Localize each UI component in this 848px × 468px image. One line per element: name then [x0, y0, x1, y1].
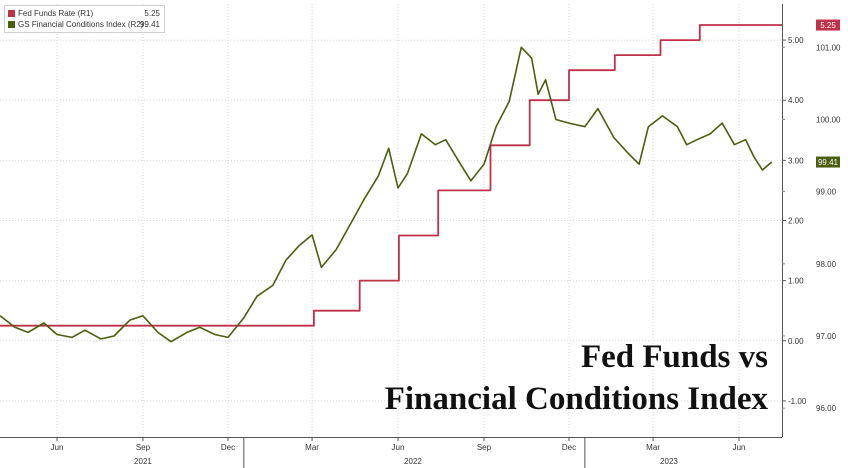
- series-layer: [0, 24, 782, 343]
- year-label-0: 2021: [134, 457, 152, 466]
- x-tick-label-8: Jun: [733, 443, 746, 452]
- legend-value-gs-fci: 99.41: [139, 20, 160, 29]
- grid: [0, 4, 782, 437]
- series-line-gs-fci: [0, 46, 773, 343]
- x-tick-label-2: Dec: [221, 443, 235, 452]
- chart-title-line-2: Financial Conditions Index: [384, 381, 768, 417]
- year-label-1: 2022: [404, 457, 422, 466]
- legend-label-fed-funds: Fed Funds Rate (R1): [18, 9, 94, 18]
- r2-tick-label-5: 101.00: [816, 43, 841, 52]
- r2-tick-label-3: 99.00: [816, 188, 837, 197]
- r1-tick-label-6: 5.00: [788, 36, 804, 45]
- r1-tick-label-3: 2.00: [788, 217, 804, 226]
- legend-entry-gs-fci: GS Financial Conditions Index (R2) 99.41: [8, 19, 160, 30]
- r2-tick-label-1: 97.00: [816, 332, 837, 341]
- r2-tick-label-4: 100.00: [816, 115, 841, 124]
- x-tick-label-1: Sep: [136, 443, 151, 452]
- legend-label-gs-fci: GS Financial Conditions Index (R2): [18, 20, 144, 29]
- legend-swatch-fed-funds: [8, 10, 15, 17]
- axes: -1.00 0.00 1.00 2.00 3.00 4.00 5.00 96.00 97.00 9…: [0, 4, 841, 468]
- end-tag-box-1: [816, 156, 840, 168]
- x-tick-label-7: Mar: [646, 443, 660, 452]
- x-tick-label-3: Mar: [305, 443, 319, 452]
- chart-title: Fed Funds vs Financial Conditions Index: [385, 336, 768, 420]
- chart-title-line-1: Fed Funds vs: [580, 339, 768, 375]
- r1-tick-label-0: -1.00: [788, 397, 807, 406]
- r1-tick-label-1: 0.00: [788, 337, 804, 346]
- r1-tick-label-5: 4.00: [788, 96, 804, 105]
- series-line-fed-funds: [0, 24, 782, 327]
- legend-entry-fed-funds: Fed Funds Rate (R1) 5.25: [8, 8, 160, 19]
- r1-tick-label-2: 1.00: [788, 277, 804, 286]
- legend: Fed Funds Rate (R1) 5.25 GS Financial Co…: [4, 5, 165, 33]
- end-tag-box-0: [816, 19, 840, 31]
- x-tick-label-0: Jun: [51, 443, 64, 452]
- end-tag-label-1: 99.41: [818, 158, 839, 167]
- x-tick-label-5: Sep: [477, 443, 492, 452]
- r2-tick-label-2: 98.00: [816, 260, 837, 269]
- legend-value-fed-funds: 5.25: [144, 9, 160, 18]
- r1-tick-label-4: 3.00: [788, 156, 804, 165]
- x-tick-label-4: Jun: [392, 443, 405, 452]
- year-label-2: 2023: [660, 457, 678, 466]
- end-tag-label-0: 5.25: [820, 21, 836, 30]
- legend-swatch-gs-fci: [8, 21, 15, 28]
- r2-tick-label-0: 96.00: [816, 404, 837, 413]
- x-tick-label-6: Dec: [562, 443, 576, 452]
